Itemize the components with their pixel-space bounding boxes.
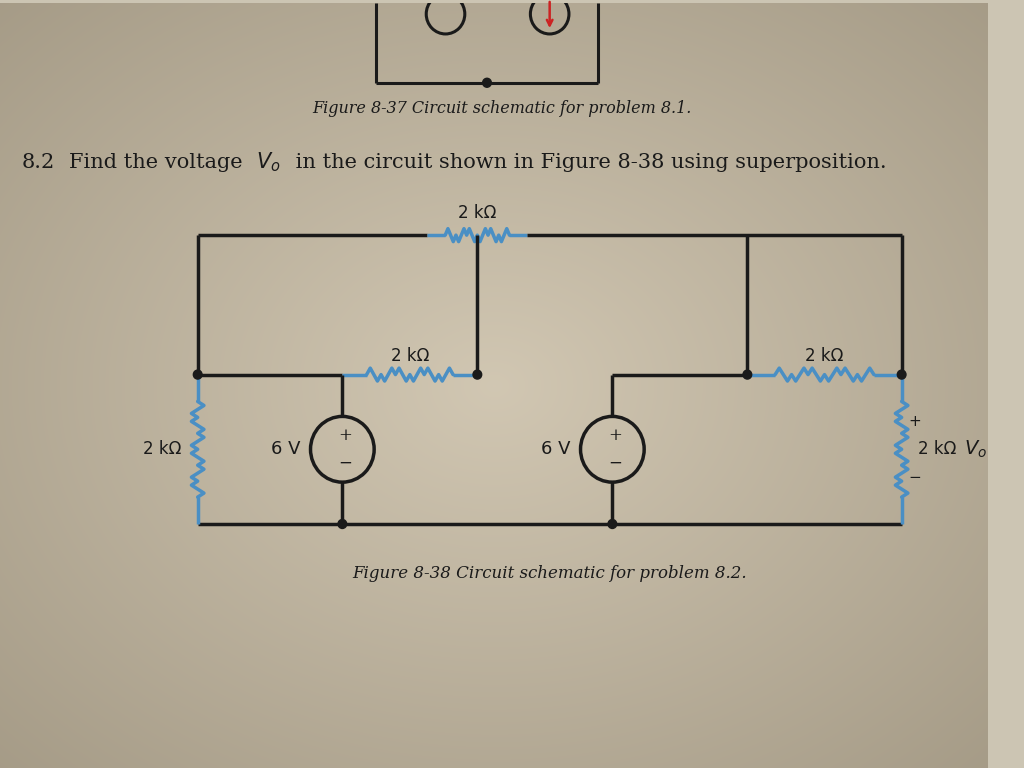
Text: 6 V: 6 V bbox=[542, 440, 571, 458]
Text: Figure 8-37 Circuit schematic for problem 8.1.: Figure 8-37 Circuit schematic for proble… bbox=[311, 100, 691, 118]
Text: 2 kΩ: 2 kΩ bbox=[390, 346, 429, 365]
Text: Find the voltage: Find the voltage bbox=[70, 153, 250, 172]
Text: −: − bbox=[608, 455, 623, 472]
Text: −: − bbox=[908, 470, 922, 485]
Text: in the circuit shown in Figure 8-38 using superposition.: in the circuit shown in Figure 8-38 usin… bbox=[290, 153, 887, 172]
Circle shape bbox=[608, 519, 616, 528]
Text: 6 V: 6 V bbox=[271, 440, 301, 458]
Text: 2 kΩ: 2 kΩ bbox=[805, 346, 844, 365]
Circle shape bbox=[743, 370, 752, 379]
Text: Figure 8-38 Circuit schematic for problem 8.2.: Figure 8-38 Circuit schematic for proble… bbox=[352, 565, 746, 582]
Circle shape bbox=[897, 370, 906, 379]
Text: $V_o$: $V_o$ bbox=[965, 439, 987, 460]
Circle shape bbox=[473, 370, 481, 379]
Text: −: − bbox=[338, 455, 352, 472]
Text: 2 kΩ: 2 kΩ bbox=[919, 440, 956, 458]
Text: $V_o$: $V_o$ bbox=[256, 151, 281, 174]
Text: 2 kΩ: 2 kΩ bbox=[458, 204, 497, 222]
Text: 2 kΩ: 2 kΩ bbox=[143, 440, 181, 458]
Text: +: + bbox=[608, 427, 623, 444]
Text: +: + bbox=[338, 427, 352, 444]
Circle shape bbox=[482, 78, 492, 88]
Text: +: + bbox=[908, 414, 922, 429]
Circle shape bbox=[194, 370, 202, 379]
Circle shape bbox=[338, 519, 347, 528]
Text: 8.2: 8.2 bbox=[22, 153, 54, 172]
